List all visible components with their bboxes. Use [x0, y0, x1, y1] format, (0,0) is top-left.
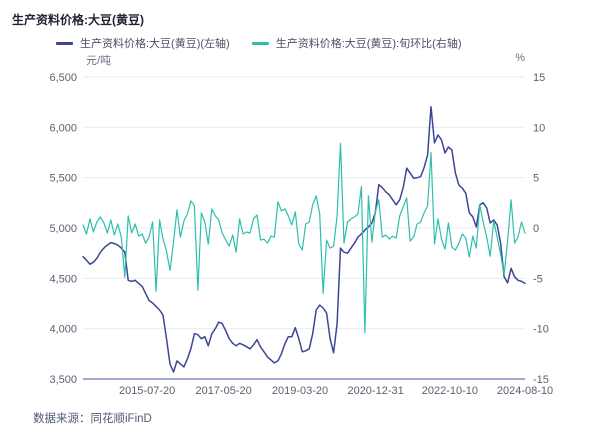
- axis-tick-labels: 6,500 15 6,000 10 5,500 5 5,000 0 4,500 -5 4,000 -1…: [49, 72, 553, 397]
- left-axis-tick: 6,000: [49, 122, 77, 134]
- x-axis-tick: 2015-07-20: [119, 385, 175, 397]
- gridlines: [83, 76, 525, 380]
- x-axis-tick: 2019-03-20: [272, 385, 328, 397]
- legend-item-pct-change[interactable]: 生产资料价格:大豆(黄豆):旬环比(右轴): [251, 35, 462, 51]
- right-axis-tick: 10: [533, 122, 545, 134]
- right-axis-tick: -10: [533, 324, 549, 336]
- right-axis-tick: 15: [533, 72, 545, 84]
- legend-item-price[interactable]: 生产资料价格:大豆(黄豆)(左轴): [56, 35, 230, 51]
- legend-swatch-pct-change: [251, 41, 269, 45]
- left-axis-unit-label: 元/吨: [86, 55, 112, 67]
- right-axis-tick: 5: [533, 173, 539, 185]
- chart-title: 生产资料价格:大豆(黄豆): [12, 13, 144, 27]
- left-axis-tick: 4,000: [49, 324, 77, 336]
- legend-label-pct-change: 生产资料价格:大豆(黄豆):旬环比(右轴): [275, 38, 462, 50]
- chart-plot: 6,500 15 6,000 10 5,500 5 5,000 0 4,500 -5 4,000 -1…: [49, 72, 553, 397]
- left-axis-tick: 6,500: [49, 72, 77, 84]
- right-axis-tick: -5: [533, 273, 543, 285]
- left-axis-tick: 3,500: [49, 374, 77, 386]
- series-lines: [82, 105, 526, 373]
- x-axis-tick: 2017-05-20: [195, 385, 251, 397]
- right-axis-tick: -15: [533, 374, 549, 386]
- right-axis-tick: 0: [533, 223, 539, 235]
- x-axis-tick: 2022-10-10: [422, 385, 478, 397]
- x-axis-tick: 2024-08-10: [497, 385, 553, 397]
- legend-swatch-price: [56, 41, 73, 45]
- data-source-note: 数据来源：同花顺iFinD: [33, 413, 152, 425]
- price-line: [82, 105, 526, 373]
- pct-change-line: [82, 142, 526, 334]
- right-axis-unit-label: %: [515, 52, 525, 64]
- x-axis-tick: 2020-12-31: [347, 385, 403, 397]
- chart-legend: 生产资料价格:大豆(黄豆)(左轴) 生产资料价格:大豆(黄豆):旬环比(右轴): [56, 35, 461, 51]
- legend-label-price: 生产资料价格:大豆(黄豆)(左轴): [80, 38, 230, 50]
- left-axis-tick: 5,500: [49, 173, 77, 185]
- left-axis-tick: 5,000: [49, 223, 77, 235]
- left-axis-tick: 4,500: [49, 273, 77, 285]
